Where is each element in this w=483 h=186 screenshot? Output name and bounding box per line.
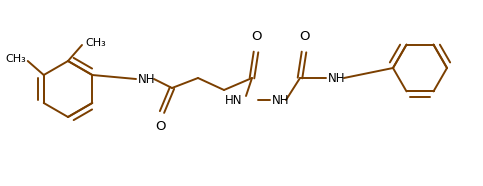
Text: NH: NH — [138, 73, 156, 86]
Text: O: O — [155, 120, 165, 133]
Text: O: O — [299, 30, 309, 43]
Text: CH₃: CH₃ — [85, 38, 106, 48]
Text: NH: NH — [272, 94, 289, 107]
Text: NH: NH — [328, 71, 345, 84]
Text: HN: HN — [225, 94, 242, 107]
Text: O: O — [251, 30, 261, 43]
Text: CH₃: CH₃ — [5, 54, 26, 64]
